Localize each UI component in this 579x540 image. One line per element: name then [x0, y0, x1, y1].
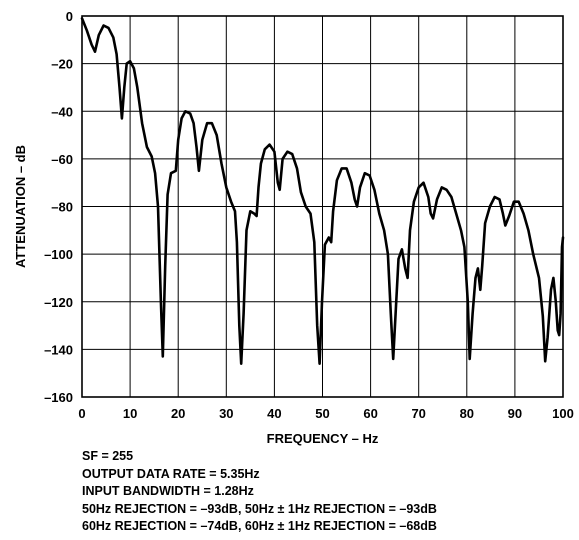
y-tick-label: –20	[51, 57, 73, 72]
y-tick-label: –60	[51, 152, 73, 167]
x-tick-label: 100	[552, 406, 574, 421]
note-60hz-rejection: 60Hz REJECTION = –74dB, 60Hz ± 1Hz REJEC…	[82, 519, 437, 534]
y-tick-label: –120	[44, 295, 73, 310]
y-axis-title: ATTENUATION – dB	[13, 145, 28, 268]
x-tick-label: 70	[411, 406, 425, 421]
x-tick-label: 80	[460, 406, 474, 421]
x-tick-label: 40	[267, 406, 281, 421]
x-tick-label: 30	[219, 406, 233, 421]
x-tick-label: 20	[171, 406, 185, 421]
note-sample-factor: SF = 255	[82, 449, 134, 463]
y-tick-labels: 0 –20 –40 –60 –80 –100 –120 –140 –160	[44, 9, 73, 405]
chart-conditions: SF = 255 OUTPUT DATA RATE = 5.35Hz INPUT…	[82, 448, 437, 536]
x-tick-label: 90	[508, 406, 522, 421]
y-tick-label: –80	[51, 200, 73, 215]
attenuation-curve	[80, 17, 565, 365]
plot-frame	[81, 15, 564, 398]
y-tick-label: –40	[51, 104, 73, 119]
note-input-bandwidth: INPUT BANDWIDTH = 1.28Hz	[82, 484, 254, 499]
y-tick-label: –100	[44, 247, 73, 262]
y-tick-label: 0	[66, 9, 73, 24]
x-tick-label: 60	[363, 406, 377, 421]
y-tick-label: –160	[44, 390, 73, 405]
note-50hz-rejection: 50Hz REJECTION = –93dB, 50Hz ± 1Hz REJEC…	[82, 501, 437, 516]
x-tick-labels: 0 10 20 30 40 50 60 70 80 90 100	[78, 406, 573, 421]
note-output-data-rate: OUTPUT DATA RATE = 5.35Hz	[82, 466, 260, 481]
y-tick-label: –140	[44, 342, 73, 357]
x-tick-label: 50	[315, 406, 329, 421]
x-tick-label: 0	[78, 406, 85, 421]
x-axis-title: FREQUENCY – Hz	[267, 431, 379, 446]
x-tick-label: 10	[123, 406, 137, 421]
